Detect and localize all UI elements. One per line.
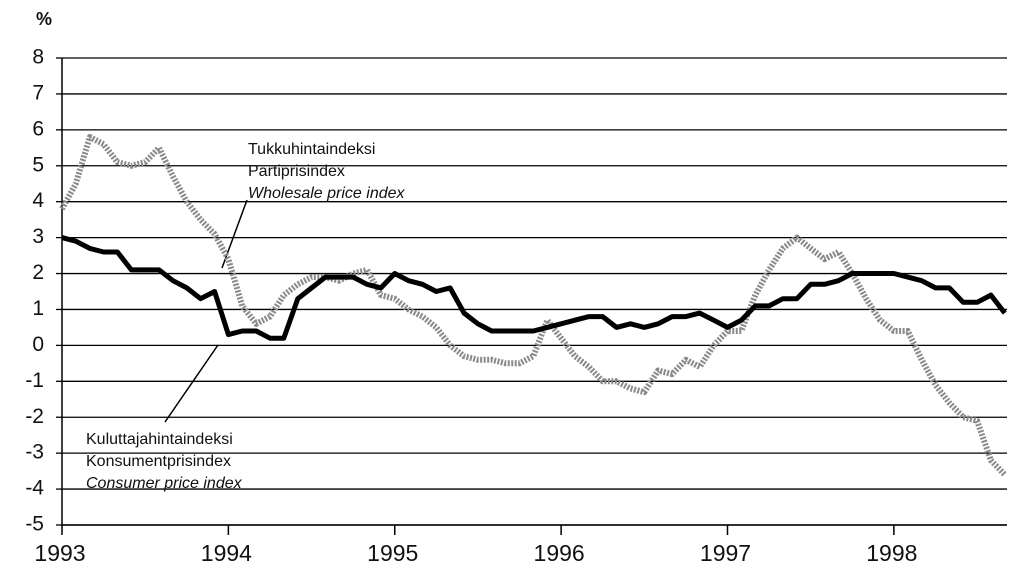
x-tick-label: 1994 — [201, 540, 252, 566]
series-line — [61, 235, 1007, 341]
y-tick-label: 2 — [32, 261, 44, 284]
annotation: Konsumentprisindex — [86, 453, 231, 470]
annotation: Tukkuhintaindeksi — [248, 141, 375, 158]
y-tick-label: 8 — [32, 46, 44, 69]
y-tick-label: 3 — [32, 225, 44, 248]
annotation: Kuluttajahintaindeksi — [86, 431, 233, 448]
y-tick-label: 5 — [32, 153, 44, 176]
leader-line — [221, 199, 248, 269]
annotation: Partiprisindex — [248, 163, 345, 180]
annotation: Wholesale price index — [248, 185, 406, 202]
x-tick-label: 1995 — [367, 540, 418, 566]
x-tick-label: 1997 — [700, 540, 751, 566]
annotation: Consumer price index — [86, 475, 243, 492]
x-tick-label: 1996 — [534, 540, 585, 566]
y-tick-label: 0 — [32, 333, 44, 356]
leader-line — [164, 344, 219, 423]
y-axis-label: % — [36, 9, 52, 29]
y-tick-label: -5 — [25, 513, 44, 536]
y-tick-label: -2 — [25, 405, 44, 428]
series-line — [59, 134, 1007, 477]
y-tick-label: 4 — [32, 189, 44, 212]
y-tick-label: -3 — [25, 441, 44, 464]
x-tick-label: 1993 — [34, 540, 85, 566]
y-tick-label: 7 — [32, 81, 44, 104]
y-tick-label: -1 — [25, 369, 44, 392]
x-tick-label: 1998 — [866, 540, 917, 566]
y-tick-label: 1 — [32, 297, 44, 320]
y-tick-label: -4 — [25, 477, 44, 500]
y-tick-label: 6 — [32, 117, 44, 140]
